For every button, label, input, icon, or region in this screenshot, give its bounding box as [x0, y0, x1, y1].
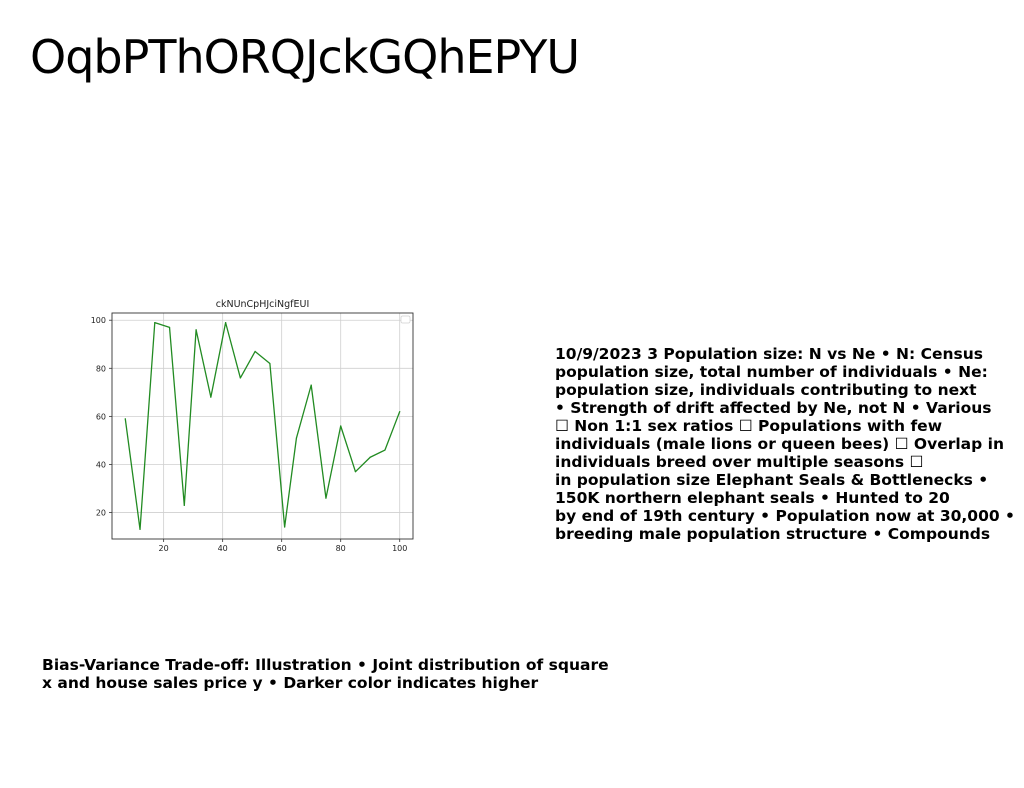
right-text-line: in population size Elephant Seals & Bott… [555, 471, 989, 489]
data-point [139, 528, 141, 530]
y-tick-label: 40 [96, 460, 106, 469]
data-point [399, 410, 401, 413]
right-text-line: individuals breed over multiple seasons … [555, 453, 924, 471]
bottom-text-block: Bias-Variance Trade-off: Illustration • … [42, 656, 609, 692]
plot-frame [111, 312, 414, 540]
data-point [284, 526, 286, 528]
line-chart: ckNUnCpHJciNgfEUI 20 40 60 80 100 20 40 60 80 100 [80, 295, 425, 555]
right-text-block: 10/9/2023 3 Population size: N vs Ne • N… [555, 345, 1015, 543]
data-point [254, 350, 256, 353]
series-line [124, 321, 401, 531]
data-point [195, 329, 197, 331]
data-point [340, 425, 342, 427]
right-text-line: 10/9/2023 3 Population size: N vs Ne • N… [555, 345, 984, 363]
data-point [183, 504, 185, 506]
data-point [325, 497, 327, 499]
data-point [295, 437, 298, 439]
bottom-text-line: Bias-Variance Trade-off: Illustration • … [42, 656, 609, 674]
data-point [124, 418, 126, 420]
right-text-line: by end of 19th century • Population now … [555, 507, 1015, 525]
y-tick-label: 20 [96, 509, 106, 518]
data-point [269, 362, 271, 365]
right-text-line: ☐ Non 1:1 sex ratios ☐ Populations with … [555, 417, 943, 435]
bottom-text-line: x and house sales price y • Darker color… [42, 674, 539, 692]
data-point [210, 396, 212, 398]
chart-title: ckNUnCpHJciNgfEUI [216, 299, 310, 310]
right-text-line: 150K northern elephant seals • Hunted to… [555, 489, 950, 507]
right-text-line: • Strength of drift affected by Ne, not … [555, 399, 992, 417]
data-point [384, 449, 386, 451]
y-tick-label: 60 [96, 412, 106, 421]
data-point [369, 456, 371, 458]
data-point [310, 384, 312, 386]
right-text-line: individuals (male lions or queen bees) ☐… [555, 435, 1004, 453]
right-text-line: population size, total number of individ… [555, 363, 988, 381]
data-point [154, 322, 156, 324]
x-tick-label: 40 [218, 544, 228, 553]
y-tick-label: 80 [96, 364, 106, 373]
data-point [225, 322, 227, 324]
right-text-line: population size, individuals contributin… [555, 381, 977, 399]
line-chart-svg: ckNUnCpHJciNgfEUI 20 40 60 80 100 20 40 60 80 100 [91, 299, 414, 553]
legend-box [400, 315, 411, 324]
x-tick-label: 100 [392, 544, 407, 553]
x-tick-label: 80 [336, 544, 346, 553]
y-tick-label: 100 [91, 316, 106, 325]
slide-title: OqbPThORQJckGQhEPYU [30, 30, 580, 84]
x-tick-label: 60 [277, 544, 287, 553]
data-point [354, 471, 357, 473]
data-point [168, 326, 171, 329]
right-text-line: breeding male population structure • Com… [555, 525, 991, 543]
data-point [239, 377, 241, 379]
x-tick-label: 20 [159, 544, 169, 553]
